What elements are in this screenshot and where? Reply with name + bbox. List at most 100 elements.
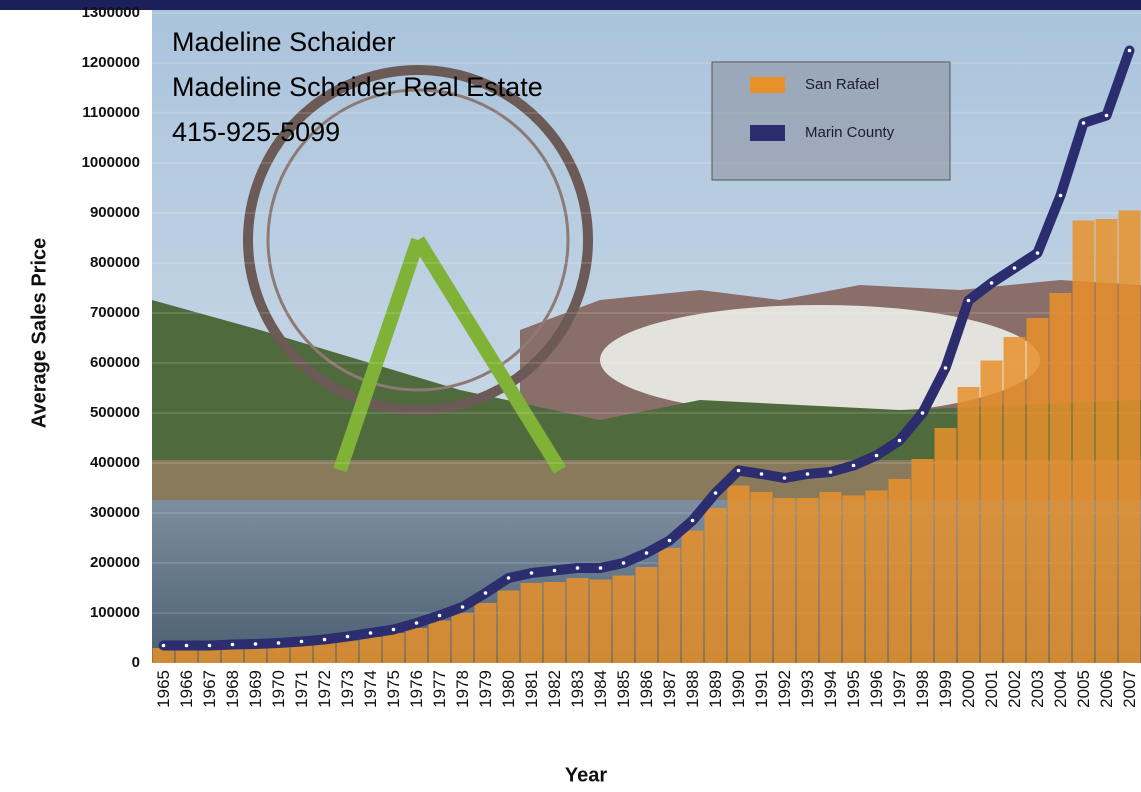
bar bbox=[866, 491, 888, 664]
bar bbox=[544, 582, 566, 663]
line-point bbox=[760, 472, 764, 476]
y-tick-label: 800000 bbox=[90, 254, 140, 271]
bar bbox=[1004, 337, 1026, 663]
line-point bbox=[1059, 194, 1063, 198]
x-tick-label: 1987 bbox=[660, 670, 679, 708]
x-tick-label: 1991 bbox=[752, 670, 771, 708]
line-point bbox=[530, 571, 534, 575]
x-tick-label: 1970 bbox=[269, 670, 288, 708]
line-point bbox=[208, 644, 212, 648]
line-point bbox=[898, 439, 902, 443]
bar bbox=[820, 492, 842, 663]
line-point bbox=[1082, 121, 1086, 125]
x-tick-label: 1998 bbox=[913, 670, 932, 708]
y-tick-label: 200000 bbox=[90, 554, 140, 571]
x-tick-label: 1997 bbox=[890, 670, 909, 708]
x-tick-label: 1973 bbox=[338, 670, 357, 708]
line-point bbox=[668, 539, 672, 543]
line-point bbox=[783, 476, 787, 480]
x-tick-label: 1992 bbox=[775, 670, 794, 708]
line-point bbox=[369, 631, 373, 635]
chart: Average Sales Price Year Madeline Schaid… bbox=[0, 0, 1141, 792]
line-point bbox=[852, 464, 856, 468]
y-tick-label: 300000 bbox=[90, 504, 140, 521]
x-tick-label: 1971 bbox=[292, 670, 311, 708]
line-point bbox=[1128, 49, 1132, 53]
y-tick-label: 1200000 bbox=[82, 54, 140, 71]
x-tick-label: 1978 bbox=[453, 670, 472, 708]
bar bbox=[1073, 221, 1095, 664]
bar bbox=[613, 576, 635, 664]
bar bbox=[958, 387, 980, 663]
annotation-line: Madeline Schaider bbox=[172, 27, 396, 57]
line-point bbox=[254, 642, 258, 646]
x-tick-label: 1972 bbox=[315, 670, 334, 708]
line-point bbox=[737, 469, 741, 473]
x-tick-label: 1977 bbox=[430, 670, 449, 708]
line-point bbox=[921, 411, 925, 415]
line-point bbox=[277, 641, 281, 645]
y-tick-label: 100000 bbox=[90, 604, 140, 621]
bar bbox=[567, 578, 589, 663]
bar bbox=[797, 498, 819, 663]
line-point bbox=[346, 635, 350, 639]
bar bbox=[981, 361, 1003, 664]
x-tick-label: 2003 bbox=[1028, 670, 1047, 708]
y-tick-label: 900000 bbox=[90, 204, 140, 221]
line-point bbox=[484, 591, 488, 595]
x-tick-label: 1967 bbox=[200, 670, 219, 708]
legend: San RafaelMarin County bbox=[712, 62, 950, 180]
y-tick-label: 700000 bbox=[90, 304, 140, 321]
bar bbox=[843, 496, 865, 664]
y-tick-label: 1000000 bbox=[82, 154, 140, 171]
line-point bbox=[875, 454, 879, 458]
x-tick-label: 1996 bbox=[867, 670, 886, 708]
line-point bbox=[576, 566, 580, 570]
line-point bbox=[323, 638, 327, 642]
bar bbox=[728, 486, 750, 664]
line-point bbox=[231, 643, 235, 647]
x-tick-label: 1981 bbox=[522, 670, 541, 708]
x-tick-label: 1974 bbox=[361, 670, 380, 708]
x-tick-label: 1994 bbox=[821, 670, 840, 708]
x-tick-label: 2001 bbox=[982, 670, 1001, 708]
bar bbox=[475, 603, 497, 663]
y-tick-label: 500000 bbox=[90, 404, 140, 421]
bar bbox=[1119, 211, 1141, 664]
line-point bbox=[1036, 251, 1040, 255]
line-point bbox=[300, 640, 304, 644]
y-axis-title: Average Sales Price bbox=[28, 238, 50, 429]
bar bbox=[636, 567, 658, 663]
line-point bbox=[1105, 114, 1109, 118]
x-tick-label: 1993 bbox=[798, 670, 817, 708]
x-tick-label: 1980 bbox=[499, 670, 518, 708]
bar bbox=[222, 648, 244, 663]
x-tick-label: 1989 bbox=[706, 670, 725, 708]
bar bbox=[590, 580, 612, 664]
bar bbox=[314, 643, 336, 663]
line-point bbox=[162, 644, 166, 648]
x-tick-label: 1982 bbox=[545, 670, 564, 708]
line-point bbox=[645, 551, 649, 555]
line-point bbox=[622, 561, 626, 565]
legend-swatch bbox=[750, 125, 785, 141]
bar bbox=[521, 583, 543, 663]
line-point bbox=[599, 566, 603, 570]
bar bbox=[1050, 293, 1072, 663]
bar bbox=[682, 531, 704, 664]
bar bbox=[751, 492, 773, 663]
legend-label: Marin County bbox=[805, 124, 895, 141]
bar bbox=[1096, 219, 1118, 663]
x-tick-label: 2000 bbox=[959, 670, 978, 708]
line-point bbox=[990, 281, 994, 285]
y-tick-label: 1300000 bbox=[82, 4, 140, 21]
bar bbox=[1027, 318, 1049, 663]
x-tick-label: 1985 bbox=[614, 670, 633, 708]
bar bbox=[889, 479, 911, 663]
bar bbox=[912, 459, 934, 663]
line-point bbox=[392, 628, 396, 632]
x-tick-label: 1986 bbox=[637, 670, 656, 708]
bar bbox=[291, 645, 313, 663]
x-tick-label: 1969 bbox=[246, 670, 265, 708]
line-point bbox=[714, 491, 718, 495]
